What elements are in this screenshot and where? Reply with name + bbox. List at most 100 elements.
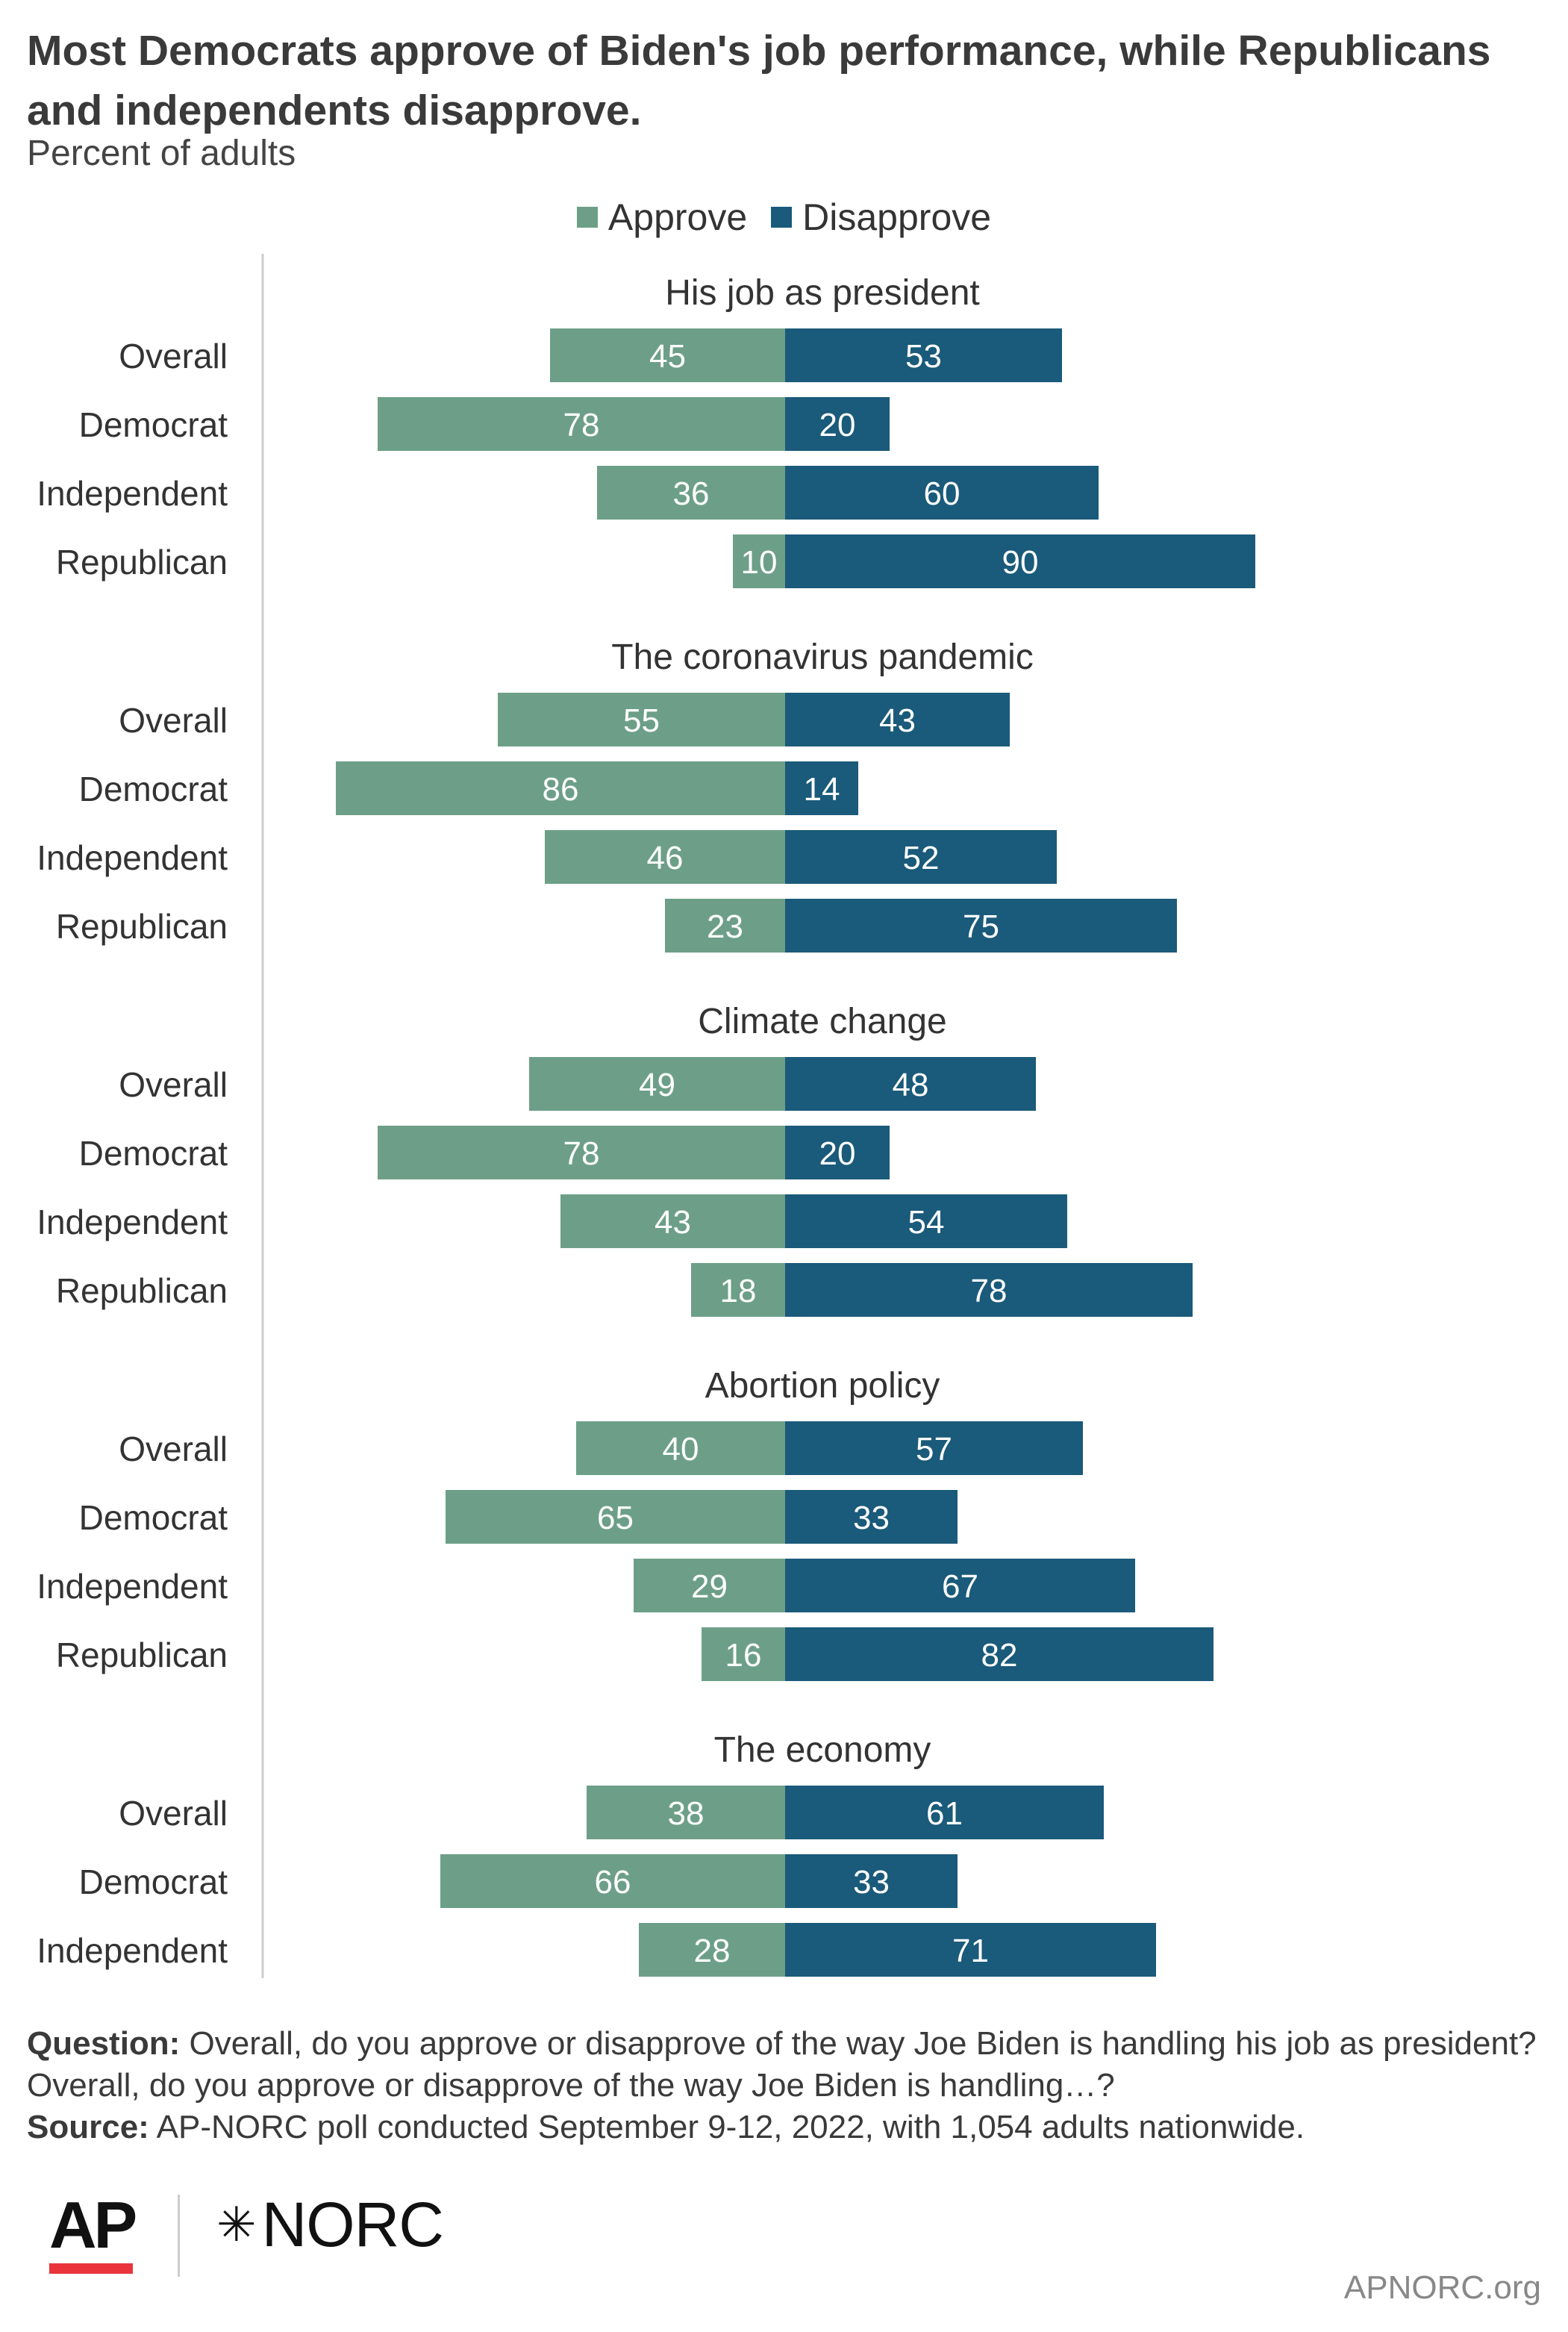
value-label-approve: 28 (694, 1933, 731, 1969)
bar-disapprove (785, 761, 858, 815)
legend-swatch-disapprove (771, 207, 793, 228)
bar-disapprove (785, 534, 1255, 588)
bar-disapprove (785, 1490, 958, 1544)
row-label: Overall (119, 1430, 228, 1468)
legend-label-approve: Approve (607, 196, 748, 238)
bar-approve (550, 328, 785, 382)
bar-disapprove (785, 1057, 1036, 1111)
bar-approve (336, 761, 785, 815)
row-label: Democrat (79, 1498, 228, 1537)
value-label-approve: 43 (655, 1204, 691, 1241)
row-label: Overall (119, 1794, 228, 1833)
bar-disapprove (785, 466, 1099, 520)
bar-disapprove (785, 397, 890, 451)
bar-approve (665, 899, 785, 953)
bar-approve (576, 1421, 785, 1475)
norc-star-icon: ✳ (216, 2198, 257, 2251)
value-label-disapprove: 82 (981, 1637, 1018, 1674)
row-label: Independent (37, 838, 228, 877)
value-label-disapprove: 20 (819, 1135, 856, 1172)
group-title: The economy (714, 1730, 931, 1770)
bar-disapprove (785, 830, 1057, 884)
value-label-approve: 38 (668, 1795, 705, 1832)
row-label: Democrat (79, 1134, 228, 1173)
bar-approve (702, 1627, 785, 1681)
bar-approve (560, 1194, 785, 1248)
legend-label-disapprove: Disapprove (802, 196, 992, 238)
question-text: Overall, do you approve or disapprove of… (27, 2025, 1537, 2104)
bar-disapprove (785, 693, 1010, 746)
group-title: The coronavirus pandemic (611, 637, 1034, 677)
diverging-bar-chart: His job as president Overall 45 53 Democrat 7… (37, 254, 1255, 1978)
site-url: APNORC.org (1343, 2269, 1541, 2306)
row-label: Overall (119, 701, 228, 740)
value-label-approve: 40 (663, 1431, 699, 1468)
row-label: Republican (56, 543, 228, 582)
value-label-approve: 65 (597, 1500, 634, 1536)
bar-approve (378, 397, 785, 451)
value-label-approve: 78 (563, 1135, 600, 1172)
group-title: His job as president (665, 273, 980, 313)
bar-approve (691, 1263, 785, 1317)
bar-approve (498, 693, 785, 746)
value-label-disapprove: 14 (804, 771, 840, 808)
chart-subtitle: Percent of adults (27, 134, 296, 173)
value-label-approve: 49 (639, 1067, 675, 1103)
value-label-disapprove: 67 (942, 1568, 978, 1605)
value-label-disapprove: 43 (879, 702, 916, 739)
value-label-approve: 66 (595, 1864, 631, 1901)
row-label: Independent (37, 474, 228, 513)
value-label-approve: 86 (543, 771, 579, 808)
value-label-disapprove: 75 (963, 908, 999, 945)
row-label: Republican (56, 907, 228, 946)
bar-approve (378, 1126, 785, 1179)
value-label-disapprove: 90 (1002, 544, 1039, 581)
bar-disapprove (785, 1854, 958, 1908)
legend: Approve Disapprove (0, 191, 1568, 243)
row-label: Independent (37, 1567, 228, 1606)
value-label-disapprove: 71 (952, 1933, 989, 1969)
bar-approve (440, 1854, 785, 1908)
bar-approve (733, 534, 785, 588)
value-label-approve: 46 (647, 840, 684, 876)
value-label-disapprove: 33 (853, 1500, 890, 1536)
bar-approve (634, 1559, 785, 1612)
value-label-disapprove: 61 (926, 1795, 963, 1832)
value-label-disapprove: 52 (903, 840, 940, 876)
row-label: Independent (37, 1931, 228, 1970)
norc-wordmark: NORC (261, 2189, 444, 2260)
bar-disapprove (785, 899, 1177, 953)
bar-approve (446, 1490, 785, 1544)
bar-disapprove (785, 1627, 1214, 1681)
bar-disapprove (785, 328, 1062, 382)
value-label-disapprove: 60 (924, 476, 961, 512)
group-title: Abortion policy (705, 1366, 940, 1406)
value-label-approve: 36 (673, 476, 710, 512)
bar-disapprove (785, 1263, 1193, 1317)
bar-disapprove (785, 1559, 1135, 1612)
ap-logo-underline (49, 2263, 133, 2274)
value-label-approve: 78 (563, 407, 600, 443)
row-label: Independent (37, 1203, 228, 1241)
value-label-disapprove: 48 (893, 1067, 929, 1103)
row-label: Republican (56, 1636, 228, 1674)
group-title: Climate change (698, 1002, 947, 1041)
bar-approve (639, 1923, 785, 1977)
value-label-disapprove: 57 (916, 1431, 952, 1468)
value-label-approve: 45 (649, 338, 686, 375)
bar-disapprove (785, 1786, 1104, 1839)
bar-approve (597, 466, 785, 520)
bar-disapprove (785, 1421, 1083, 1475)
value-label-approve: 55 (623, 702, 660, 739)
row-label: Democrat (79, 405, 228, 444)
value-label-disapprove: 53 (905, 338, 942, 375)
value-label-approve: 16 (725, 1637, 762, 1674)
ap-logo: AP (49, 2188, 137, 2262)
question-label: Question: (27, 2025, 181, 2062)
logo-divider (178, 2195, 180, 2277)
row-label: Overall (119, 1065, 228, 1104)
bar-approve (529, 1057, 785, 1111)
bar-disapprove (785, 1923, 1156, 1977)
value-label-approve: 23 (707, 908, 743, 945)
value-label-disapprove: 33 (853, 1864, 890, 1901)
